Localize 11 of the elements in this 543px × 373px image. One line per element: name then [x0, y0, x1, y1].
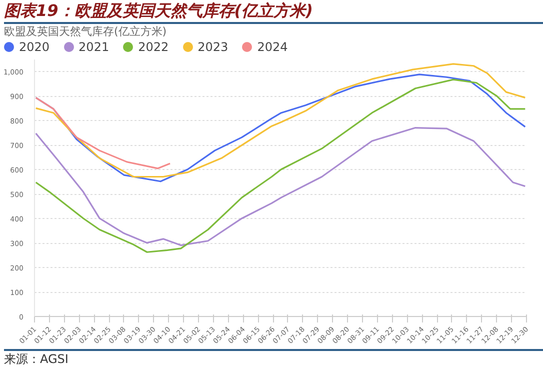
- chart-title: 图表19：欧盟及英国天然气库存(亿立方米): [4, 0, 313, 22]
- legend-label: 2024: [257, 40, 288, 54]
- source-note: 来源：AGSI: [4, 351, 68, 367]
- legend-label: 2022: [138, 40, 169, 54]
- line-series: [35, 126, 526, 246]
- legend-label: 2021: [78, 40, 110, 54]
- chart-subtitle: 欧盟及英国天然气库存(亿立方米): [4, 24, 167, 40]
- legend-label: 2023: [198, 40, 228, 54]
- line-series: [35, 78, 526, 253]
- legend-label: 2020: [19, 40, 50, 54]
- line-series: [35, 96, 171, 170]
